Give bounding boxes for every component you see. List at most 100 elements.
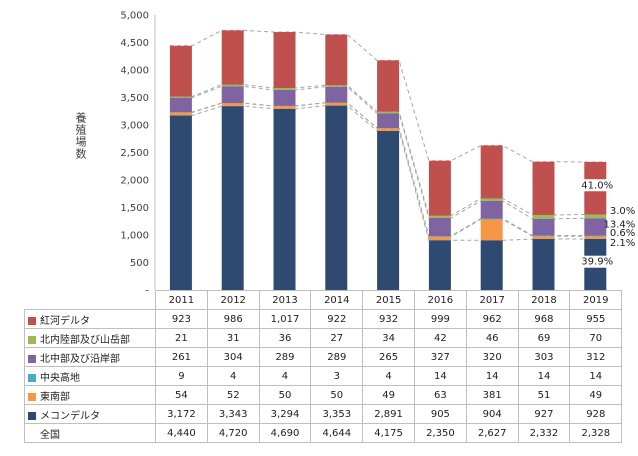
x-tick-label: 2014 bbox=[310, 290, 364, 310]
bar-segment bbox=[532, 235, 555, 237]
legend-swatch bbox=[28, 335, 36, 344]
bar-segment bbox=[169, 96, 192, 98]
data-cell: 14 bbox=[517, 366, 571, 386]
legend-swatch bbox=[28, 411, 36, 420]
table-row: 北内陸部及び山岳部 21 31 36 27 34 42 46 69 70 bbox=[24, 328, 623, 348]
data-cell: 46 bbox=[465, 328, 519, 348]
data-cell: 36 bbox=[258, 328, 312, 348]
data-cell: 955 bbox=[569, 309, 623, 329]
y-tick-label: 3,500 bbox=[120, 93, 149, 104]
bar-segment bbox=[584, 236, 607, 239]
data-cell: 303 bbox=[517, 347, 571, 367]
y-tick-label: 2,000 bbox=[120, 176, 149, 187]
data-cell: 31 bbox=[206, 328, 260, 348]
legend-entry: 中央高地 bbox=[24, 366, 156, 386]
data-cell: 289 bbox=[310, 347, 364, 367]
bar-segment bbox=[532, 236, 555, 240]
bar-segment bbox=[480, 218, 503, 220]
bar-segment bbox=[428, 235, 451, 237]
data-cell: 3,294 bbox=[258, 404, 312, 424]
legend-entry: メコンデルタ bbox=[24, 404, 156, 424]
bar-segment bbox=[325, 102, 348, 106]
total-cell: 4,690 bbox=[258, 423, 312, 443]
bar-segment bbox=[377, 113, 400, 129]
bar-segment bbox=[273, 89, 296, 106]
y-tick-label: 3,000 bbox=[120, 121, 149, 132]
total-cell: 4,720 bbox=[206, 423, 260, 443]
data-cell: 932 bbox=[362, 309, 415, 329]
data-cell: 327 bbox=[413, 347, 467, 367]
bar-segment bbox=[221, 106, 244, 290]
x-tick-label: 2013 bbox=[258, 290, 312, 310]
bar-segment bbox=[325, 105, 348, 291]
data-cell: 49 bbox=[362, 385, 415, 405]
table-row-total: 全国 4,440 4,720 4,690 4,644 4,175 2,350 2,627 2,3… bbox=[24, 423, 623, 443]
bar-segment bbox=[377, 111, 400, 114]
x-tick-label: 2016 bbox=[413, 290, 467, 310]
total-cell: 4,644 bbox=[310, 423, 364, 443]
total-cell: 2,328 bbox=[569, 423, 623, 443]
data-cell: 14 bbox=[465, 366, 519, 386]
legend-entry: 紅河デルタ bbox=[24, 309, 156, 329]
data-cell: 304 bbox=[206, 347, 260, 367]
bar-segment bbox=[325, 85, 348, 87]
legend-label: 東南部 bbox=[40, 391, 70, 403]
bar-segment bbox=[273, 108, 296, 290]
bar-segment bbox=[221, 30, 244, 85]
bar-segment bbox=[169, 97, 192, 113]
legend-swatch bbox=[28, 392, 36, 401]
bar-segment bbox=[169, 45, 192, 97]
data-cell: 50 bbox=[258, 385, 312, 405]
data-cell: 63 bbox=[413, 385, 467, 405]
y-axis: -5001,0001,5002,0002,5003,0003,5004,0004… bbox=[120, 11, 156, 297]
bars bbox=[169, 30, 607, 291]
annotation-bg bbox=[580, 179, 613, 192]
bar-segment bbox=[273, 106, 296, 109]
data-cell: 52 bbox=[206, 385, 260, 405]
data-cell: 927 bbox=[517, 404, 571, 424]
percent-annotations: 41.0% 3.0% 13.4%0.6%2.1% 39.9% bbox=[580, 179, 635, 268]
bar-segment bbox=[377, 60, 400, 112]
bar-segment bbox=[532, 218, 555, 236]
bar-segment bbox=[428, 236, 451, 241]
data-cell: 320 bbox=[465, 347, 519, 367]
data-cell: 312 bbox=[569, 347, 623, 367]
table-row: 中央高地 9 4 4 3 4 14 14 14 14 bbox=[24, 366, 623, 386]
legend-entry: 北中部及び沿岸部 bbox=[24, 347, 156, 367]
data-cell: 4 bbox=[206, 366, 260, 386]
bar-segment bbox=[480, 198, 503, 201]
data-cell: 69 bbox=[517, 328, 571, 348]
percent-label: 2.1% bbox=[610, 238, 635, 249]
y-tick-label: 2,500 bbox=[120, 148, 149, 159]
percent-label: 3.0% bbox=[610, 206, 635, 217]
y-tick-label: 5,000 bbox=[120, 11, 149, 22]
y-tick-label: 1,500 bbox=[120, 203, 149, 214]
data-cell: 34 bbox=[362, 328, 415, 348]
bar-segment bbox=[480, 145, 503, 199]
legend-label: 北中部及び沿岸部 bbox=[40, 353, 120, 365]
bar-segment bbox=[532, 161, 555, 215]
data-cell: 4 bbox=[258, 366, 312, 386]
total-cell: 4,440 bbox=[155, 423, 208, 443]
bar-segment bbox=[169, 112, 192, 116]
total-cell: 2,627 bbox=[465, 423, 519, 443]
data-cell: 261 bbox=[155, 347, 208, 367]
bar-segment bbox=[221, 103, 244, 107]
data-cell: 265 bbox=[362, 347, 415, 367]
data-cell: 962 bbox=[465, 309, 519, 329]
x-tick-label: 2015 bbox=[362, 290, 415, 310]
percent-label: 41.0% bbox=[581, 180, 613, 191]
bar-segment bbox=[169, 115, 192, 290]
data-cell: 928 bbox=[569, 404, 623, 424]
bar-segment bbox=[221, 84, 244, 87]
data-cell: 289 bbox=[258, 347, 312, 367]
data-cell: 3 bbox=[310, 366, 364, 386]
bar-segment bbox=[428, 218, 451, 236]
bar-segment bbox=[480, 200, 503, 219]
percent-label: 0.6% bbox=[610, 228, 635, 239]
data-cell: 70 bbox=[569, 328, 623, 348]
data-cell: 51 bbox=[517, 385, 571, 405]
bar-segment bbox=[273, 32, 296, 88]
data-cell: 904 bbox=[465, 404, 519, 424]
